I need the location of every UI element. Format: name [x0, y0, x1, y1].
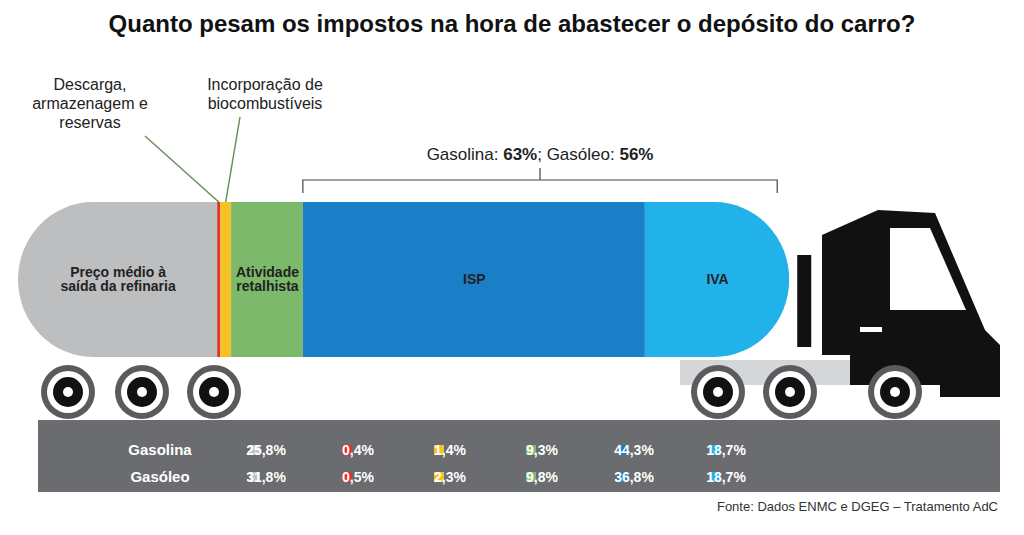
svg-text:0,5%: 0,5%	[342, 469, 374, 485]
svg-text:ISP: ISP	[463, 271, 486, 287]
html-text:Fonte: Dados ENMC e DGEG – Tra: Fonte: Dados ENMC e DGEG – Tratamento Ad…	[716, 499, 998, 514]
svg-text:Gasolina: 63%; Gasóleo: 56%: Gasolina: 63%; Gasóleo: 56%	[427, 145, 654, 164]
svg-text:18,7%: 18,7%	[706, 442, 746, 458]
svg-text:18,7%: 18,7%	[706, 469, 746, 485]
svg-text:9,3%: 9,3%	[526, 442, 558, 458]
svg-text:44,3%: 44,3%	[614, 442, 654, 458]
svg-text:Atividaderetalhista: Atividaderetalhista	[236, 264, 299, 294]
svg-text:36,8%: 36,8%	[614, 469, 654, 485]
svg-text:Gasóleo: Gasóleo	[130, 468, 189, 485]
svg-text:Preço médio àsaída da refinari: Preço médio àsaída da refinaria	[61, 264, 176, 294]
svg-text:Incorporação debiocombustíveis: Incorporação debiocombustíveis	[207, 76, 323, 112]
svg-text:1,4%: 1,4%	[434, 442, 466, 458]
svg-text:Gasolina: Gasolina	[128, 441, 192, 458]
svg-text:31,8%: 31,8%	[246, 469, 286, 485]
svg-text:0,4%: 0,4%	[342, 442, 374, 458]
svg-text:2,3%: 2,3%	[434, 469, 466, 485]
svg-text:Descarga,armazenagem ereservas: Descarga,armazenagem ereservas	[32, 76, 148, 131]
svg-text:IVA: IVA	[706, 271, 728, 287]
svg-text:25,8%: 25,8%	[246, 442, 286, 458]
html-text:Quanto pesam os impostos na ho: Quanto pesam os impostos na hora de abas…	[108, 10, 916, 37]
svg-text:9,8%: 9,8%	[526, 469, 558, 485]
